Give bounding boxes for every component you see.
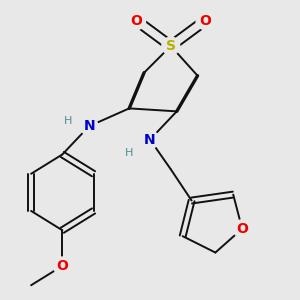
Circle shape <box>141 131 159 148</box>
Text: O: O <box>236 222 248 236</box>
Text: H: H <box>64 116 73 126</box>
Text: H: H <box>125 148 134 158</box>
Text: O: O <box>56 259 68 273</box>
Circle shape <box>233 220 251 238</box>
Text: S: S <box>166 39 176 53</box>
Text: N: N <box>144 133 156 147</box>
Text: O: O <box>131 14 142 28</box>
Circle shape <box>162 37 180 55</box>
Circle shape <box>53 257 71 275</box>
Text: O: O <box>199 14 211 28</box>
Circle shape <box>128 12 146 30</box>
Circle shape <box>196 12 214 30</box>
Text: N: N <box>83 119 95 133</box>
Circle shape <box>80 117 98 135</box>
